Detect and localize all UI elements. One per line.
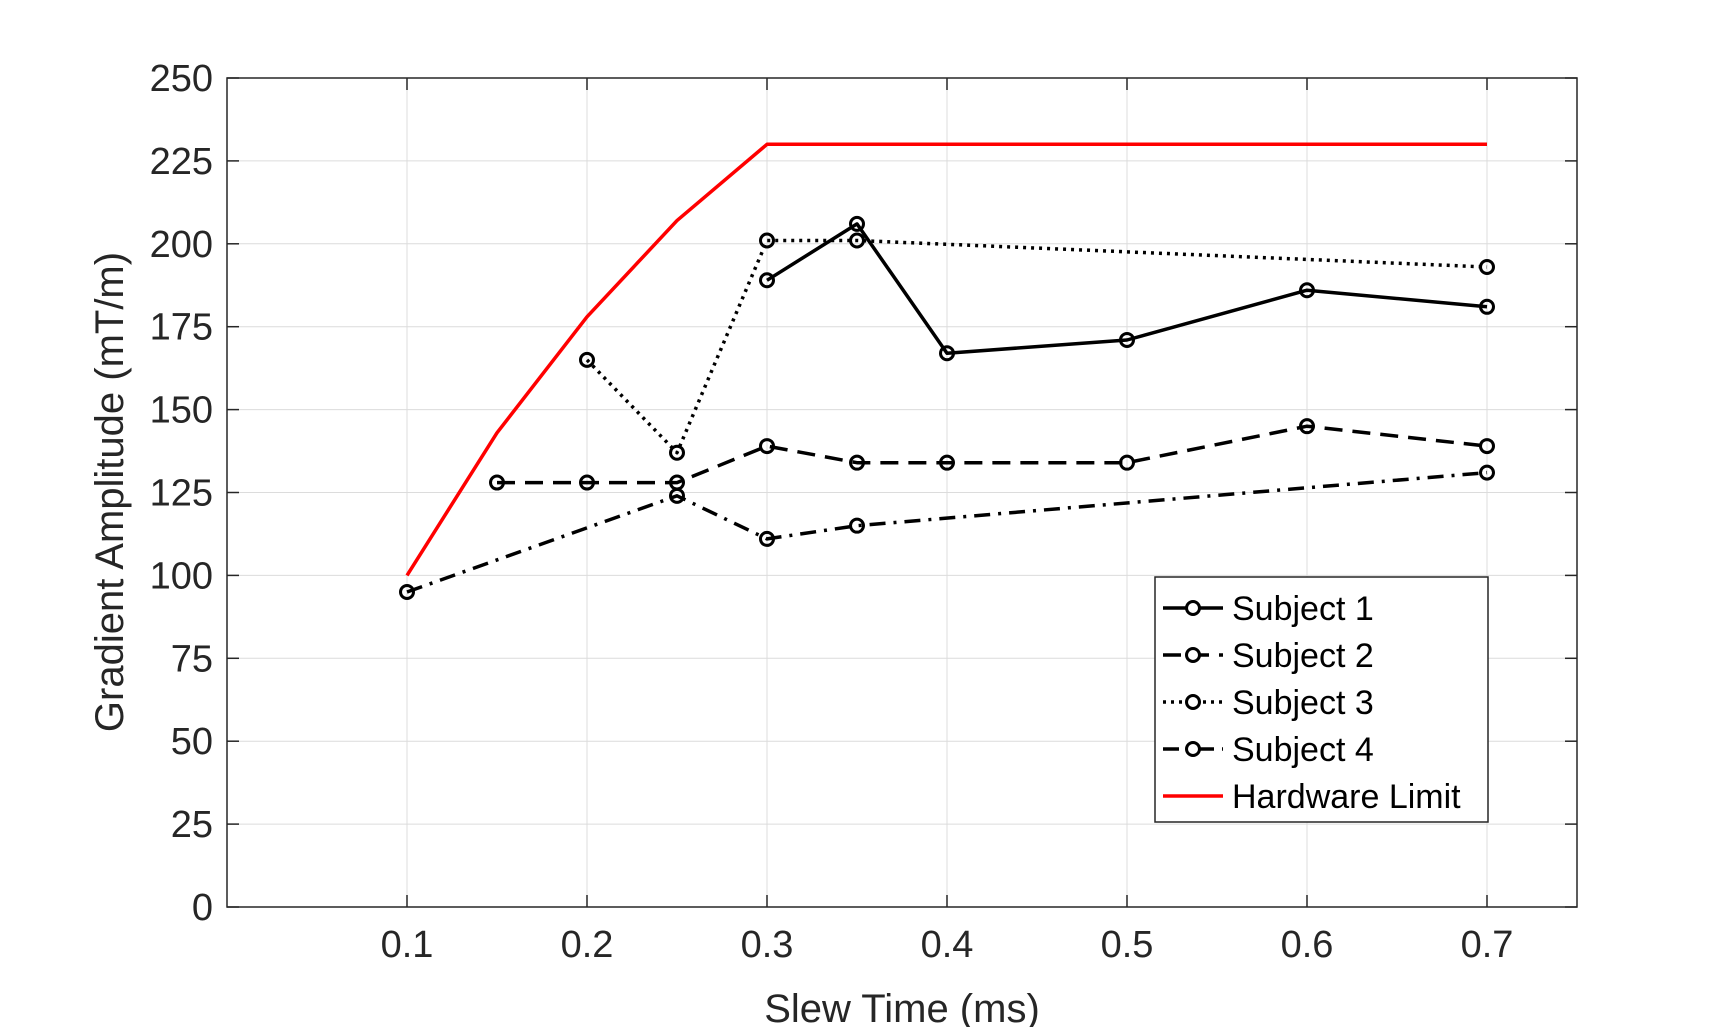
data-point [759, 272, 775, 289]
ticks: 0.1 0.2 0.3 0.4 0.5 0.6 0.7 0 25 50 75 100 125 150 175… [150, 58, 1577, 966]
y-axis-title: Gradient Amplitude (mT/m) [88, 252, 132, 732]
legend-label: Subject 2 [1232, 637, 1374, 675]
legend-item-subject-2: Subject 2 [1163, 637, 1374, 675]
data-point [1299, 282, 1315, 299]
series-line-subject-4 [406, 470, 1488, 594]
x-tick-label: 0.5 [1101, 924, 1154, 966]
y-tick-label: 50 [171, 721, 213, 763]
x-axis-title: Slew Time (ms) [764, 987, 1040, 1027]
data-point [849, 215, 865, 232]
data-point [1479, 298, 1495, 315]
data-point [1119, 331, 1135, 348]
data-point [489, 474, 505, 491]
data-point [1479, 464, 1495, 481]
series-line-hardware-limit [405, 142, 1487, 577]
series-layer [399, 142, 1495, 600]
y-tick-label: 250 [150, 58, 213, 100]
data-point [579, 474, 595, 491]
legend-item-hardware-limit: Hardware Limit [1163, 778, 1461, 816]
legend-marker [1185, 694, 1201, 710]
legend-box [1154, 576, 1489, 823]
series-subject-3 [579, 232, 1495, 461]
data-point [1119, 454, 1135, 471]
legend-label: Subject 4 [1232, 731, 1374, 769]
y-tick-label: 100 [150, 555, 213, 597]
x-tick-label: 0.6 [1281, 924, 1334, 966]
legend-marker [1185, 741, 1201, 757]
data-point [1479, 438, 1495, 455]
legend: Subject 1 Subject 2 Subject 3 Subject 4 Hard… [1154, 576, 1489, 823]
data-point [849, 232, 865, 249]
x-tick-label: 0.1 [381, 924, 434, 966]
y-tick-label: 225 [150, 141, 213, 183]
series-hardware-limit [405, 142, 1487, 577]
data-point [849, 517, 865, 534]
data-point [759, 232, 775, 249]
x-tick-label: 0.2 [561, 924, 614, 966]
legend-marker [1185, 647, 1201, 663]
y-tick-label: 175 [150, 307, 213, 349]
data-point [669, 444, 685, 461]
x-tick-label: 0.4 [921, 924, 974, 966]
x-tick-label: 0.3 [741, 924, 794, 966]
data-point [939, 454, 955, 471]
y-tick-label: 125 [150, 473, 213, 515]
y-tick-label: 200 [150, 224, 213, 266]
series-line-subject-2 [497, 424, 1488, 485]
data-point [399, 583, 415, 600]
x-tick-label: 0.7 [1461, 924, 1514, 966]
data-point [759, 438, 775, 455]
data-point [759, 530, 775, 547]
data-point [579, 351, 595, 368]
series-line-subject-1 [766, 222, 1488, 355]
y-tick-label: 75 [171, 638, 213, 680]
y-tick-label: 0 [192, 887, 213, 929]
series-subject-4 [399, 464, 1495, 600]
data-point [849, 454, 865, 471]
legend-label: Subject 1 [1232, 590, 1374, 628]
data-point [1299, 418, 1315, 435]
data-point [939, 345, 955, 362]
legend-label: Hardware Limit [1232, 778, 1461, 816]
y-tick-label: 25 [171, 804, 213, 846]
legend-item-subject-3: Subject 3 [1163, 684, 1374, 722]
legend-marker [1185, 600, 1201, 616]
legend-label: Subject 3 [1232, 684, 1374, 722]
legend-item-subject-1: Subject 1 [1163, 590, 1374, 628]
legend-item-subject-4: Subject 4 [1163, 731, 1374, 769]
data-point [1479, 259, 1495, 276]
y-tick-label: 150 [150, 390, 213, 432]
data-point [669, 487, 685, 504]
series-subject-1 [759, 215, 1495, 362]
